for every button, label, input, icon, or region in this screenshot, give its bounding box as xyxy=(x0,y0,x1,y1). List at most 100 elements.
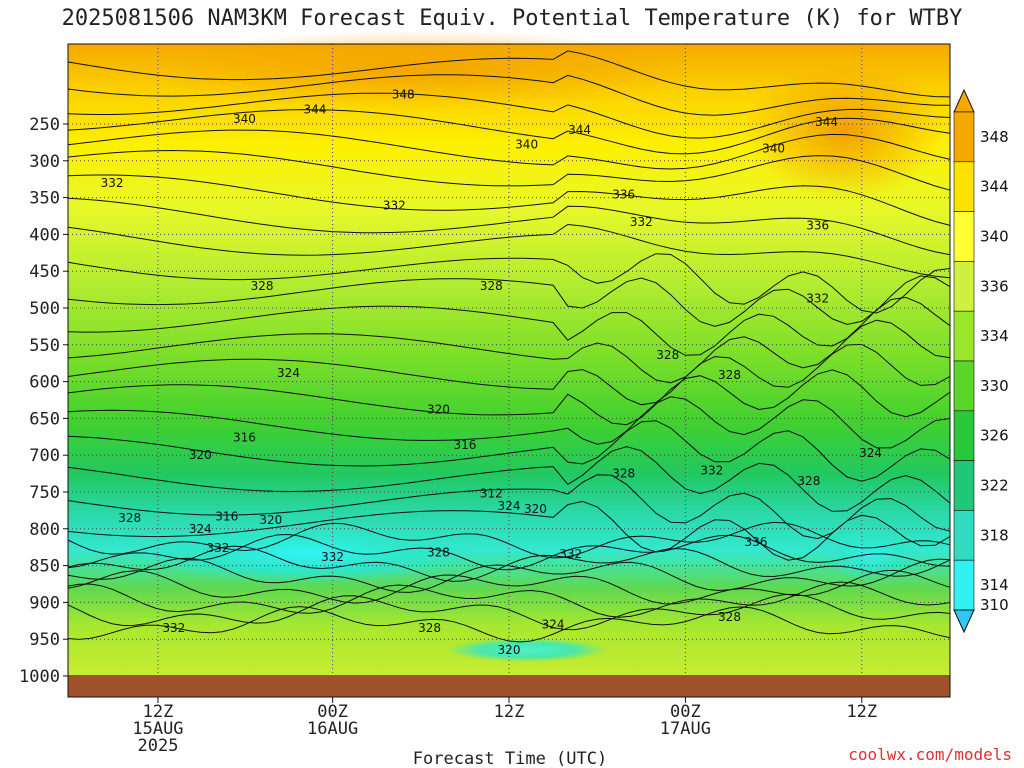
contour-label: 344 xyxy=(568,123,591,137)
contour-line xyxy=(67,319,951,384)
contour-label: 324 xyxy=(498,499,521,513)
colorbar-label: 330 xyxy=(980,377,1009,395)
contour-line xyxy=(67,369,951,426)
contour-label: 332 xyxy=(559,547,582,561)
contour-label: 332 xyxy=(206,541,229,555)
y-tick-label: 500 xyxy=(29,299,60,319)
contour-label: 340 xyxy=(233,112,256,126)
contour-label: 332 xyxy=(321,550,344,564)
contour-label: 328 xyxy=(718,368,741,382)
credit-text: coolwx.com/models xyxy=(848,745,1012,764)
contour-label: 348 xyxy=(392,88,415,102)
contour-label: 324 xyxy=(859,446,882,460)
contour-line xyxy=(67,223,951,279)
colorbar-segment xyxy=(953,510,975,561)
contour-label: 320 xyxy=(189,448,212,462)
contour-label: 328 xyxy=(251,279,274,293)
ground-surface xyxy=(68,675,950,697)
colorbar-segment xyxy=(953,261,975,312)
contour-label: 324 xyxy=(189,522,212,536)
y-tick-label: 250 xyxy=(29,115,60,135)
contour-label: 332 xyxy=(101,176,124,190)
contour-label: 340 xyxy=(762,141,785,155)
contour-label: 344 xyxy=(815,115,838,129)
contour-label: 316 xyxy=(233,431,256,445)
colorbar-label: 310 xyxy=(980,596,1009,614)
contour-label: 320 xyxy=(427,403,450,417)
y-tick-label: 1000 xyxy=(19,667,60,687)
y-tick-label: 900 xyxy=(29,593,60,613)
x-tick-label: 12Z xyxy=(846,702,877,722)
x-tick-label: 12Z xyxy=(494,702,525,722)
x-tick-label: 00Z xyxy=(670,702,701,722)
colorbar-label: 318 xyxy=(980,526,1009,544)
contour-label: 344 xyxy=(304,102,327,116)
contour-label: 332 xyxy=(806,291,829,305)
y-tick-label: 700 xyxy=(29,446,60,466)
contour-label: 312 xyxy=(480,486,503,500)
x-axis-label: Forecast Time (UTC) xyxy=(413,749,607,768)
contour-label: 320 xyxy=(524,502,547,516)
y-tick-label: 650 xyxy=(29,409,60,429)
contour-label: 328 xyxy=(797,474,820,488)
y-tick-label: 800 xyxy=(29,520,60,540)
contour-line xyxy=(67,593,951,631)
contour-line xyxy=(67,253,951,314)
y-axis: 250 300 350 400 450 500 550 600 650 700 750 800 850 9… xyxy=(19,115,68,687)
contour-label: 320 xyxy=(498,643,521,657)
colorbar-label: 326 xyxy=(980,427,1009,445)
contour-label: 332 xyxy=(700,464,723,478)
x-tick-label: 00Z xyxy=(317,702,348,722)
chart-title: 2025081506 NAM3KM Forecast Equiv. Potent… xyxy=(61,6,963,31)
contour-label: 336 xyxy=(612,188,635,202)
colorbar-segment xyxy=(953,310,975,362)
colorbar: 348 344 340 336 334 330 326 322 318 314 310 xyxy=(953,88,1009,634)
contour-line xyxy=(67,197,951,256)
contour-label: 328 xyxy=(418,621,441,635)
contour-line xyxy=(67,149,951,191)
x-tick-label: 15AUG xyxy=(132,719,183,739)
colorbar-arrow-bottom xyxy=(953,609,975,634)
low-theta-region xyxy=(136,523,477,583)
y-tick-label: 550 xyxy=(29,336,60,356)
contour-line xyxy=(67,343,951,406)
colorbar-segment xyxy=(953,410,975,461)
y-tick-label: 400 xyxy=(29,225,60,245)
colorbar-label: 344 xyxy=(980,178,1009,196)
colorbar-segment xyxy=(953,460,975,511)
x-tick-label: 17AUG xyxy=(660,719,711,739)
y-tick-label: 850 xyxy=(29,557,60,577)
contour-line xyxy=(67,174,951,226)
contour-label: 332 xyxy=(383,199,406,213)
x-tick-label: 16AUG xyxy=(307,719,358,739)
colorbar-segment xyxy=(953,111,975,163)
contour-line xyxy=(67,533,951,571)
x-tick-label: 2025 xyxy=(137,736,178,756)
colorbar-label: 322 xyxy=(980,477,1009,495)
high-theta-region xyxy=(744,60,945,200)
contour-label: 328 xyxy=(427,545,450,559)
contour-line xyxy=(67,50,951,98)
high-theta-region xyxy=(140,30,701,110)
contour-label: 328 xyxy=(718,610,741,624)
contour-label: 328 xyxy=(118,511,141,525)
contour-label: 324 xyxy=(277,366,300,380)
colorbar-arrow-top xyxy=(953,88,975,113)
y-tick-label: 450 xyxy=(29,262,60,282)
low-theta-region xyxy=(446,638,607,662)
colorbar-segment xyxy=(953,161,975,212)
colorbar-label: 336 xyxy=(980,277,1009,295)
y-tick-label: 600 xyxy=(29,373,60,393)
contour-line xyxy=(67,74,951,116)
contour-line xyxy=(67,420,951,482)
low-theta-region xyxy=(820,530,921,580)
x-tick-label: 12Z xyxy=(143,702,174,722)
contour-label: 336 xyxy=(806,219,829,233)
contour-label: 336 xyxy=(745,535,768,549)
contour-line xyxy=(67,521,951,559)
contour-label: 340 xyxy=(515,138,538,152)
contour-line xyxy=(67,129,951,170)
y-tick-label: 950 xyxy=(29,630,60,650)
